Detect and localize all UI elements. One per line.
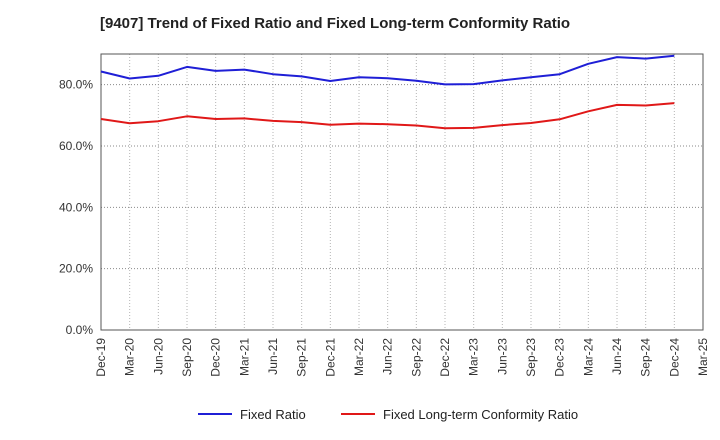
x-tick-label: Mar-25 (696, 338, 710, 376)
x-tick-label: Jun-20 (151, 338, 165, 375)
y-tick-label: 20.0% (59, 262, 93, 276)
x-tick-label: Sep-22 (409, 338, 423, 377)
x-tick-label: Sep-24 (639, 338, 653, 377)
y-tick-label: 80.0% (59, 78, 93, 92)
x-tick-label: Sep-21 (295, 338, 309, 377)
x-tick-label: Dec-21 (323, 338, 337, 377)
x-tick-label: Dec-22 (438, 338, 452, 377)
x-tick-label: Dec-20 (209, 338, 223, 377)
x-tick-label: Mar-23 (467, 338, 481, 376)
legend-label-1: Fixed Ratio (240, 407, 306, 422)
x-tick-label: Jun-21 (266, 338, 280, 375)
x-tick-label: Jun-24 (610, 338, 624, 375)
y-tick-label: 40.0% (59, 200, 93, 214)
x-tick-label: Sep-23 (524, 338, 538, 377)
plot-area (100, 53, 704, 331)
legend-label-2: Fixed Long-term Conformity Ratio (383, 407, 578, 422)
x-tick-label: Dec-23 (553, 338, 567, 377)
x-tick-label: Dec-24 (667, 338, 681, 377)
x-tick-label: Mar-24 (581, 338, 595, 376)
chart-title: [9407] Trend of Fixed Ratio and Fixed Lo… (100, 15, 571, 32)
x-tick-label: Jun-22 (381, 338, 395, 375)
series-line-1 (100, 54, 675, 86)
x-tick-label: Sep-20 (180, 338, 194, 377)
x-tick-label: Jun-23 (495, 338, 509, 375)
series-line-2 (100, 102, 675, 130)
y-tick-label: 60.0% (59, 139, 93, 153)
x-tick-label: Mar-22 (352, 338, 366, 376)
y-tick-label: 0.0% (66, 323, 94, 337)
x-tick-label: Dec-19 (94, 338, 108, 377)
x-tick-label: Mar-20 (123, 338, 137, 376)
x-tick-label: Mar-21 (237, 338, 251, 376)
